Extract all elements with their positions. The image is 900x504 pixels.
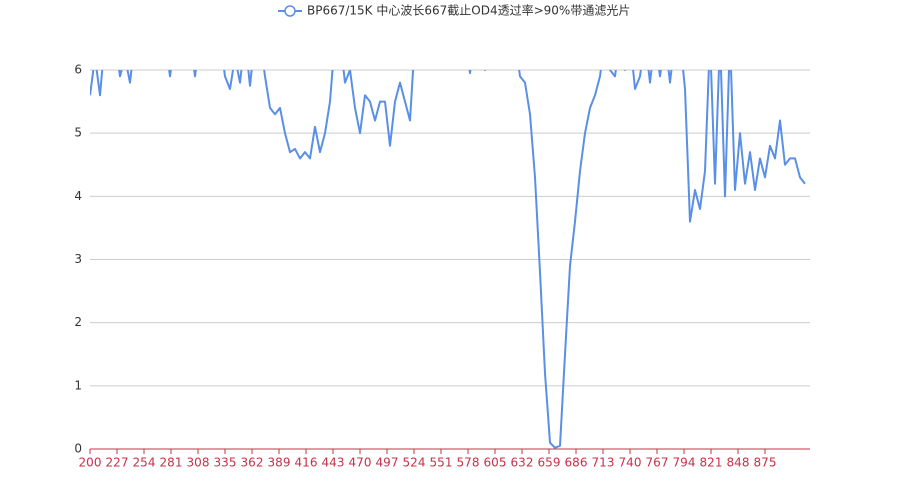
x-tick-label: 308: [187, 456, 210, 470]
y-tick-label: 6: [74, 63, 82, 77]
legend-symbol: [284, 5, 296, 17]
x-tick-label: 551: [430, 456, 453, 470]
x-tick-label: 470: [349, 456, 372, 470]
x-tick-label: 686: [565, 456, 588, 470]
x-tick-label: 281: [160, 456, 183, 470]
x-tick-label: 605: [484, 456, 507, 470]
data-line: [90, 70, 806, 449]
legend[interactable]: BP667/15K 中心波长667截止OD4透过率>90%带通滤光片: [278, 3, 630, 18]
y-tick-label: 3: [74, 252, 82, 266]
x-tick-label: 848: [727, 456, 750, 470]
x-tick-label: 200: [79, 456, 102, 470]
x-tick-label: 713: [592, 456, 615, 470]
x-tick-label: 767: [646, 456, 669, 470]
x-tick-label: 875: [754, 456, 777, 470]
y-tick-label: 1: [74, 378, 82, 392]
x-tick-label: 362: [241, 456, 264, 470]
x-tick-label: 821: [700, 456, 723, 470]
x-tick-label: 794: [673, 456, 696, 470]
x-tick-label: 416: [295, 456, 318, 470]
y-tick-label: 4: [74, 189, 82, 203]
x-tick-label: 443: [322, 456, 345, 470]
x-tick-label: 578: [457, 456, 480, 470]
y-tick-label: 5: [74, 126, 82, 140]
x-tick-label: 632: [511, 456, 534, 470]
x-tick-label: 740: [619, 456, 642, 470]
x-tick-label: 227: [106, 456, 129, 470]
x-tick-label: 254: [133, 456, 156, 470]
y-tick-label: 0: [74, 442, 82, 456]
x-tick-label: 335: [214, 456, 237, 470]
x-tick-label: 524: [403, 456, 426, 470]
legend-label: BP667/15K 中心波长667截止OD4透过率>90%带通滤光片: [307, 3, 630, 18]
y-tick-label: 2: [74, 315, 82, 329]
x-tick-label: 497: [376, 456, 399, 470]
x-tick-label: 389: [268, 456, 291, 470]
x-tick-label: 659: [538, 456, 561, 470]
